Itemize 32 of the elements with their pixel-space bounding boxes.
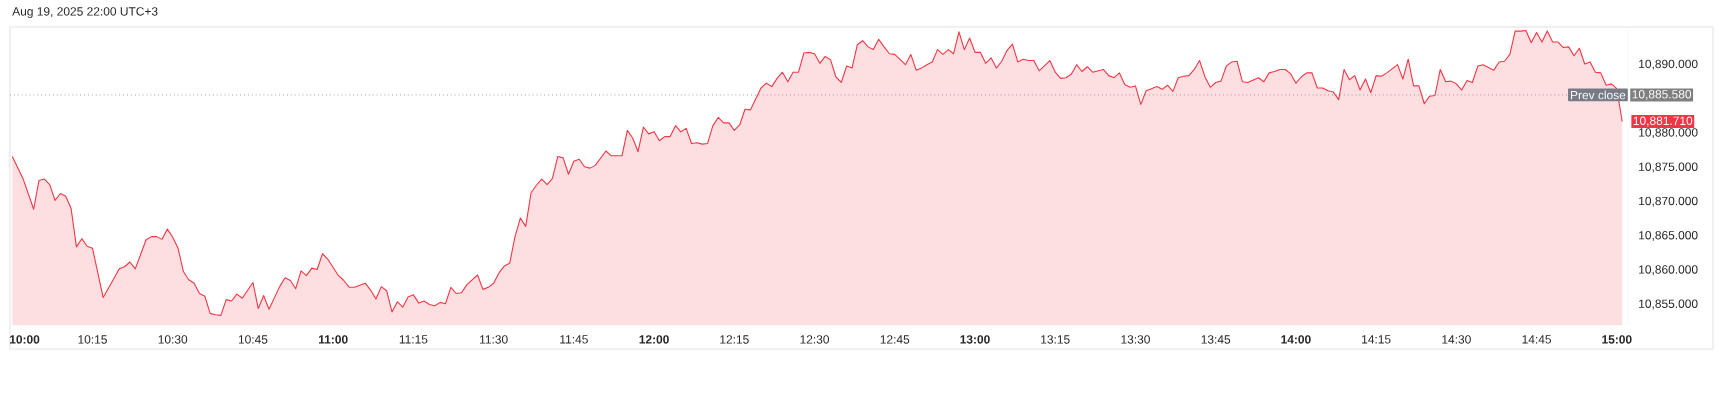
- x-tick-label: 11:00: [318, 335, 348, 344]
- ref-line-label: Prev close: [1571, 90, 1626, 100]
- y-tick-label: 10,890.000: [1639, 59, 1698, 70]
- x-tick-label: 13:15: [1041, 335, 1070, 344]
- x-tick-label: 11:15: [399, 335, 428, 344]
- x-tick-label: 15:00: [1602, 335, 1632, 344]
- annotation: 10,881.710: [1633, 116, 1693, 127]
- x-tick-label: 14:00: [1281, 335, 1311, 344]
- x-tick-label: 14:45: [1522, 335, 1552, 344]
- x-tick-label: 13:00: [960, 335, 990, 344]
- text: Aug 19, 2025 22:00 UTC+3: [12, 7, 158, 19]
- x-tick-label: 10:45: [238, 335, 268, 344]
- y-tick-label: 10,860.000: [1639, 265, 1698, 276]
- x-tick-label: 12:15: [720, 335, 749, 344]
- x-tick-label: 10:00: [10, 335, 40, 344]
- y-tick-label: 10,880.000: [1639, 128, 1698, 139]
- x-tick-label: 13:45: [1201, 335, 1231, 344]
- x-tick-label: 13:30: [1121, 335, 1150, 344]
- y-tick-label: 10,865.000: [1639, 231, 1698, 241]
- x-tick-label: 12:00: [639, 335, 669, 344]
- x-tick-label: 12:45: [880, 335, 910, 344]
- y-tick-label: 10,870.000: [1639, 196, 1698, 207]
- x-tick-label: 11:30: [480, 335, 508, 344]
- x-tick-label: 10:30: [158, 335, 188, 344]
- x-tick-label: 14:15: [1362, 335, 1391, 344]
- x-tick-label: 10:15: [78, 335, 107, 344]
- text: 10,885.580: [1632, 90, 1692, 100]
- x-tick-label: 12:30: [800, 335, 830, 344]
- x-tick-label: 11:45: [560, 335, 588, 344]
- y-tick-label: 10,875.000: [1639, 162, 1698, 173]
- y-tick-label: 10,855.000: [1639, 299, 1698, 310]
- x-tick-label: 14:30: [1442, 335, 1471, 344]
